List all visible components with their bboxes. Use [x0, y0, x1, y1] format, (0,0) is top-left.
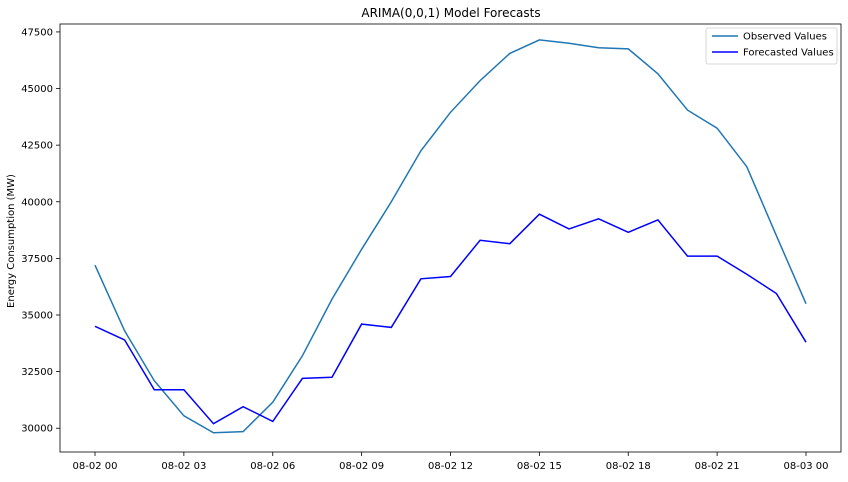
- x-tick-label: 08-03 00: [784, 461, 829, 472]
- y-tick-label: 40000: [21, 197, 53, 208]
- y-axis-label: Energy Consumption (MW): [6, 174, 17, 308]
- y-tick-label: 45000: [21, 84, 53, 95]
- x-tick-label: 08-02 06: [250, 461, 295, 472]
- x-tick-label: 08-02 09: [339, 461, 384, 472]
- y-tick-label: 47500: [21, 27, 53, 38]
- x-tick-label: 08-02 18: [606, 461, 651, 472]
- y-tick-label: 42500: [21, 141, 53, 152]
- plot-frame: [59, 23, 842, 453]
- x-tick-label: 08-02 03: [161, 461, 206, 472]
- y-tick-label: 30000: [21, 424, 53, 435]
- y-tick-label: 35000: [21, 310, 53, 321]
- x-tick-label: 08-02 12: [428, 461, 473, 472]
- plot-area: [94, 39, 807, 434]
- chart-title: ARIMA(0,0,1) Model Forecasts: [361, 6, 540, 20]
- x-axis: 08-02 00 08-02 03 08-02 06 08-02 09 08-02 12…: [73, 452, 829, 472]
- legend: Observed Values Forecasted Values: [705, 27, 838, 65]
- y-tick-label: 32500: [21, 367, 53, 378]
- x-tick-label: 08-02 15: [517, 461, 562, 472]
- legend-label: Observed Values: [743, 32, 827, 43]
- legend-label: Forecasted Values: [743, 48, 834, 59]
- series-line-2: [94, 213, 807, 425]
- y-axis: 30000 32500 35000 37500 40000 42500 45000 47500: [21, 27, 60, 435]
- y-tick-label: 37500: [21, 254, 53, 265]
- x-tick-label: 08-02 21: [695, 461, 740, 472]
- x-tick-label: 08-02 00: [73, 461, 118, 472]
- legend-box: [705, 27, 838, 65]
- series-line-1: [94, 39, 807, 434]
